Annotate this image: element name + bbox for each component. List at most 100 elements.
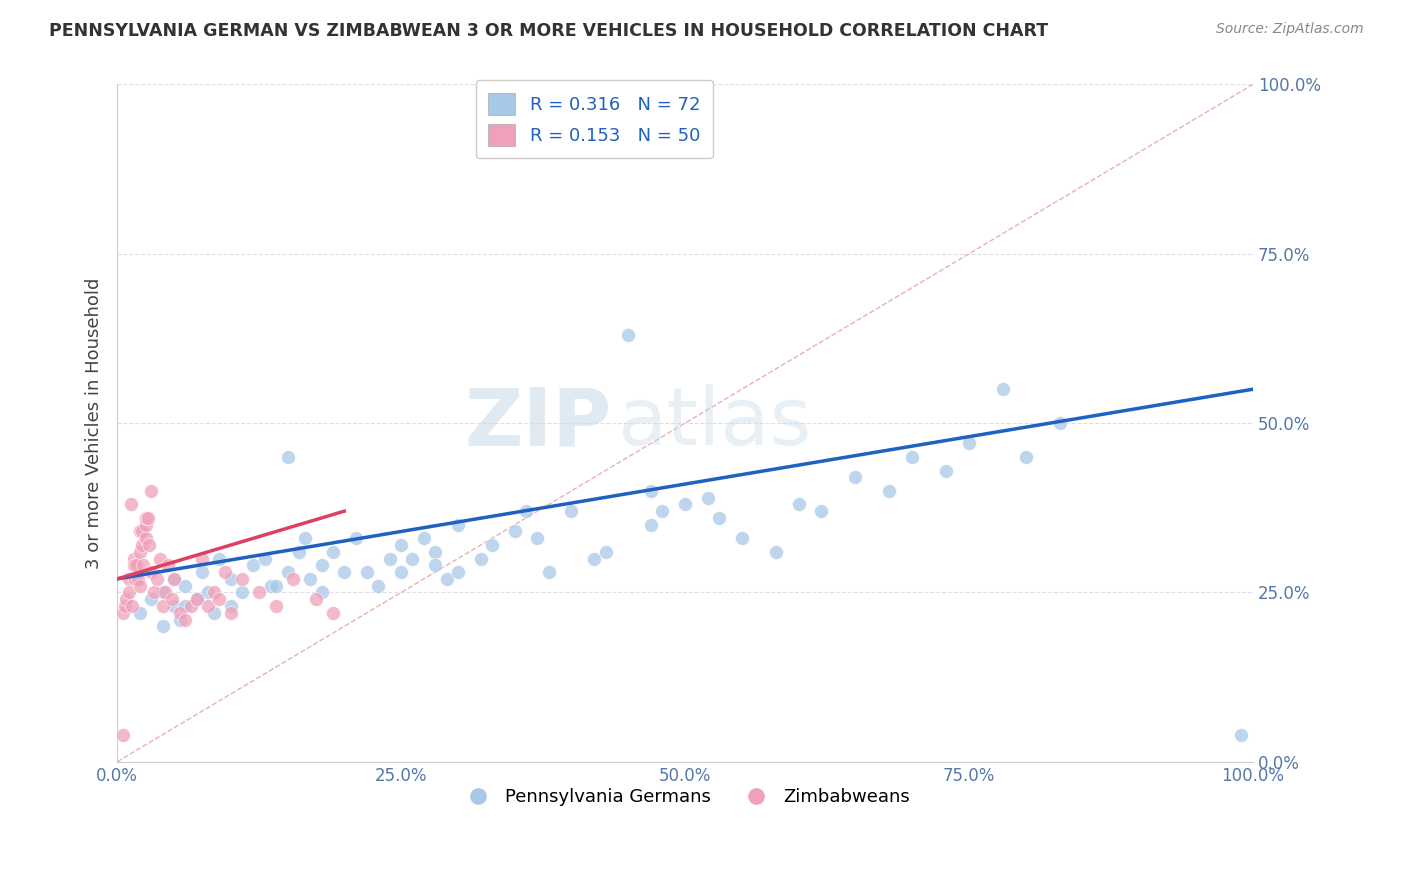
Point [121, 599, 143, 613]
Point [583, 551, 606, 566]
Point [247, 585, 270, 599]
Point [129, 606, 152, 620]
Point [470, 551, 492, 566]
Point [401, 551, 423, 566]
Text: ZIP: ZIP [464, 384, 612, 462]
Point [901, 450, 924, 464]
Point [163, 572, 186, 586]
Point [135, 511, 157, 525]
Point [202, 585, 225, 599]
Point [131, 538, 153, 552]
Point [163, 599, 186, 613]
Point [787, 497, 810, 511]
Point [322, 606, 344, 620]
Point [344, 531, 367, 545]
Point [138, 538, 160, 552]
Point [288, 545, 311, 559]
Point [142, 585, 165, 599]
Point [152, 585, 174, 599]
Text: Source: ZipAtlas.com: Source: ZipAtlas.com [1216, 22, 1364, 37]
Point [141, 592, 163, 607]
Point [560, 504, 582, 518]
Point [214, 565, 236, 579]
Point [141, 565, 163, 579]
Point [810, 504, 832, 518]
Point [515, 504, 537, 518]
Point [481, 538, 503, 552]
Point [264, 579, 287, 593]
Point [157, 558, 180, 573]
Point [322, 545, 344, 559]
Point [219, 606, 242, 620]
Text: atlas: atlas [617, 384, 811, 462]
Point [378, 551, 401, 566]
Point [117, 572, 139, 586]
Point [163, 572, 186, 586]
Y-axis label: 3 or more Vehicles in Household: 3 or more Vehicles in Household [86, 277, 103, 569]
Point [160, 592, 183, 607]
Point [1015, 450, 1038, 464]
Point [131, 524, 153, 539]
Point [219, 599, 242, 613]
Point [132, 558, 155, 573]
Point [526, 531, 548, 545]
Point [208, 592, 231, 607]
Point [174, 613, 197, 627]
Point [174, 599, 197, 613]
Point [277, 565, 299, 579]
Point [1049, 416, 1071, 430]
Point [127, 572, 149, 586]
Point [707, 511, 730, 525]
Point [311, 558, 333, 573]
Point [436, 572, 458, 586]
Point [114, 599, 136, 613]
Point [765, 545, 787, 559]
Point [425, 545, 447, 559]
Point [111, 728, 134, 742]
Point [197, 585, 219, 599]
Point [447, 517, 470, 532]
Point [111, 606, 134, 620]
Point [311, 585, 333, 599]
Point [115, 592, 138, 607]
Point [957, 436, 980, 450]
Point [367, 579, 389, 593]
Point [180, 599, 202, 613]
Point [389, 538, 412, 552]
Point [117, 585, 139, 599]
Point [879, 483, 901, 498]
Point [294, 531, 316, 545]
Point [152, 599, 174, 613]
Point [333, 565, 356, 579]
Point [844, 470, 866, 484]
Point [129, 545, 152, 559]
Point [651, 504, 673, 518]
Point [447, 565, 470, 579]
Point [259, 579, 281, 593]
Point [149, 551, 172, 566]
Point [277, 450, 299, 464]
Point [197, 599, 219, 613]
Point [389, 565, 412, 579]
Point [135, 517, 157, 532]
Point [299, 572, 322, 586]
Point [425, 558, 447, 573]
Point [120, 497, 142, 511]
Point [253, 551, 276, 566]
Point [231, 572, 253, 586]
Point [1230, 728, 1253, 742]
Point [152, 619, 174, 633]
Point [202, 606, 225, 620]
Point [174, 579, 197, 593]
Point [153, 585, 176, 599]
Point [169, 606, 191, 620]
Point [935, 463, 957, 477]
Point [595, 545, 617, 559]
Point [617, 328, 640, 343]
Point [537, 565, 560, 579]
Point [264, 599, 287, 613]
Point [186, 592, 208, 607]
Point [141, 483, 163, 498]
Point [146, 572, 169, 586]
Point [696, 491, 718, 505]
